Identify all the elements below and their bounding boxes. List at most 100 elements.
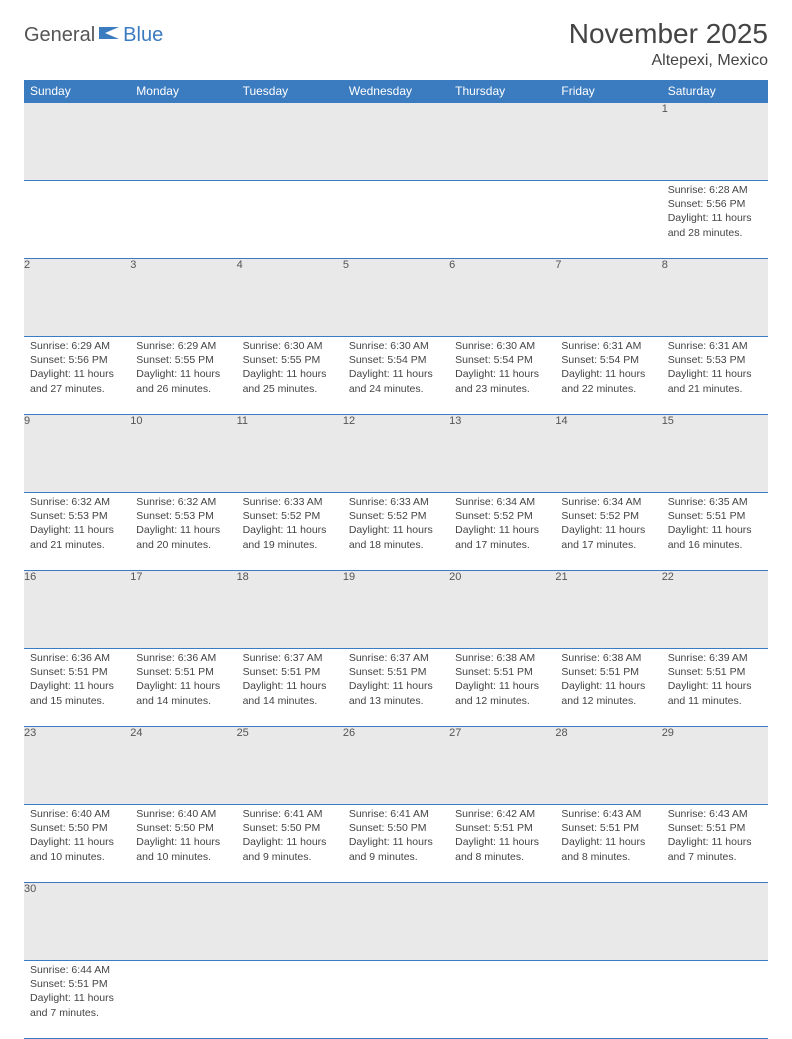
daylight-text: Daylight: 11 hours and 9 minutes. — [243, 835, 337, 863]
day-number-cell: 27 — [449, 727, 555, 805]
day-body-cell: Sunrise: 6:34 AMSunset: 5:52 PMDaylight:… — [449, 493, 555, 571]
weekday-header: Monday — [130, 80, 236, 103]
daylight-text: Daylight: 11 hours and 14 minutes. — [136, 679, 230, 707]
sunrise-text: Sunrise: 6:37 AM — [349, 651, 443, 665]
daylight-text: Daylight: 11 hours and 10 minutes. — [30, 835, 124, 863]
day-body-row: Sunrise: 6:44 AMSunset: 5:51 PMDaylight:… — [24, 961, 768, 1039]
daylight-text: Daylight: 11 hours and 21 minutes. — [668, 367, 762, 395]
sunrise-text: Sunrise: 6:33 AM — [243, 495, 337, 509]
day-body-cell — [343, 961, 449, 1039]
sunrise-text: Sunrise: 6:28 AM — [668, 183, 762, 197]
day-number-row: 2345678 — [24, 259, 768, 337]
weekday-header: Thursday — [449, 80, 555, 103]
sunrise-text: Sunrise: 6:43 AM — [561, 807, 655, 821]
day-body-cell: Sunrise: 6:43 AMSunset: 5:51 PMDaylight:… — [555, 805, 661, 883]
daylight-text: Daylight: 11 hours and 13 minutes. — [349, 679, 443, 707]
day-body-cell: Sunrise: 6:33 AMSunset: 5:52 PMDaylight:… — [343, 493, 449, 571]
day-details: Sunrise: 6:43 AMSunset: 5:51 PMDaylight:… — [555, 805, 661, 868]
sunrise-text: Sunrise: 6:40 AM — [30, 807, 124, 821]
day-number-cell: 2 — [24, 259, 130, 337]
day-number-cell: 20 — [449, 571, 555, 649]
sunset-text: Sunset: 5:51 PM — [30, 977, 124, 991]
sunset-text: Sunset: 5:50 PM — [349, 821, 443, 835]
day-number-cell: 4 — [237, 259, 343, 337]
sunset-text: Sunset: 5:52 PM — [243, 509, 337, 523]
day-body-cell: Sunrise: 6:31 AMSunset: 5:53 PMDaylight:… — [662, 337, 768, 415]
sunrise-text: Sunrise: 6:40 AM — [136, 807, 230, 821]
day-details: Sunrise: 6:42 AMSunset: 5:51 PMDaylight:… — [449, 805, 555, 868]
day-number-cell — [343, 883, 449, 961]
day-body-cell: Sunrise: 6:29 AMSunset: 5:55 PMDaylight:… — [130, 337, 236, 415]
sunset-text: Sunset: 5:55 PM — [243, 353, 337, 367]
day-body-cell: Sunrise: 6:38 AMSunset: 5:51 PMDaylight:… — [449, 649, 555, 727]
daylight-text: Daylight: 11 hours and 17 minutes. — [455, 523, 549, 551]
day-number-cell — [449, 883, 555, 961]
sunset-text: Sunset: 5:53 PM — [30, 509, 124, 523]
day-number-cell — [130, 883, 236, 961]
day-body-cell: Sunrise: 6:35 AMSunset: 5:51 PMDaylight:… — [662, 493, 768, 571]
day-details: Sunrise: 6:33 AMSunset: 5:52 PMDaylight:… — [237, 493, 343, 556]
day-number-row: 9101112131415 — [24, 415, 768, 493]
weekday-header: Saturday — [662, 80, 768, 103]
daylight-text: Daylight: 11 hours and 9 minutes. — [349, 835, 443, 863]
day-details: Sunrise: 6:37 AMSunset: 5:51 PMDaylight:… — [343, 649, 449, 712]
sunrise-text: Sunrise: 6:44 AM — [30, 963, 124, 977]
day-number-cell: 5 — [343, 259, 449, 337]
sunset-text: Sunset: 5:51 PM — [349, 665, 443, 679]
day-body-cell — [555, 181, 661, 259]
day-body-cell: Sunrise: 6:42 AMSunset: 5:51 PMDaylight:… — [449, 805, 555, 883]
day-body-cell: Sunrise: 6:36 AMSunset: 5:51 PMDaylight:… — [130, 649, 236, 727]
sunset-text: Sunset: 5:52 PM — [561, 509, 655, 523]
day-body-row: Sunrise: 6:40 AMSunset: 5:50 PMDaylight:… — [24, 805, 768, 883]
sunset-text: Sunset: 5:51 PM — [455, 665, 549, 679]
sunrise-text: Sunrise: 6:29 AM — [30, 339, 124, 353]
sunrise-text: Sunrise: 6:38 AM — [455, 651, 549, 665]
day-number-cell: 21 — [555, 571, 661, 649]
sunrise-text: Sunrise: 6:33 AM — [349, 495, 443, 509]
sunrise-text: Sunrise: 6:29 AM — [136, 339, 230, 353]
daylight-text: Daylight: 11 hours and 20 minutes. — [136, 523, 230, 551]
day-number-cell: 3 — [130, 259, 236, 337]
day-details: Sunrise: 6:34 AMSunset: 5:52 PMDaylight:… — [555, 493, 661, 556]
day-number-cell: 14 — [555, 415, 661, 493]
daylight-text: Daylight: 11 hours and 14 minutes. — [243, 679, 337, 707]
day-body-cell: Sunrise: 6:32 AMSunset: 5:53 PMDaylight:… — [24, 493, 130, 571]
day-number-cell — [237, 103, 343, 181]
sunrise-text: Sunrise: 6:36 AM — [136, 651, 230, 665]
day-number-cell: 25 — [237, 727, 343, 805]
daylight-text: Daylight: 11 hours and 8 minutes. — [455, 835, 549, 863]
day-details: Sunrise: 6:29 AMSunset: 5:56 PMDaylight:… — [24, 337, 130, 400]
sunrise-text: Sunrise: 6:31 AM — [561, 339, 655, 353]
day-details: Sunrise: 6:36 AMSunset: 5:51 PMDaylight:… — [130, 649, 236, 712]
sunset-text: Sunset: 5:50 PM — [243, 821, 337, 835]
daylight-text: Daylight: 11 hours and 19 minutes. — [243, 523, 337, 551]
day-number-cell: 18 — [237, 571, 343, 649]
day-number-cell: 13 — [449, 415, 555, 493]
day-body-cell — [24, 181, 130, 259]
day-number-row: 16171819202122 — [24, 571, 768, 649]
sunset-text: Sunset: 5:51 PM — [668, 821, 762, 835]
sunrise-text: Sunrise: 6:42 AM — [455, 807, 549, 821]
day-number-cell: 24 — [130, 727, 236, 805]
day-body-cell — [130, 181, 236, 259]
daylight-text: Daylight: 11 hours and 17 minutes. — [561, 523, 655, 551]
day-body-cell: Sunrise: 6:32 AMSunset: 5:53 PMDaylight:… — [130, 493, 236, 571]
sunset-text: Sunset: 5:51 PM — [30, 665, 124, 679]
day-number-cell — [130, 103, 236, 181]
weekday-header: Wednesday — [343, 80, 449, 103]
day-number-cell — [24, 103, 130, 181]
day-body-cell: Sunrise: 6:43 AMSunset: 5:51 PMDaylight:… — [662, 805, 768, 883]
sunset-text: Sunset: 5:53 PM — [668, 353, 762, 367]
day-body-cell — [662, 961, 768, 1039]
daylight-text: Daylight: 11 hours and 24 minutes. — [349, 367, 443, 395]
day-body-cell — [130, 961, 236, 1039]
logo-text-general: General — [24, 24, 95, 47]
day-details: Sunrise: 6:44 AMSunset: 5:51 PMDaylight:… — [24, 961, 130, 1024]
header: General Blue November 2025 Altepexi, Mex… — [24, 18, 768, 70]
day-number-cell — [555, 883, 661, 961]
sunrise-text: Sunrise: 6:41 AM — [243, 807, 337, 821]
day-number-cell: 8 — [662, 259, 768, 337]
sunset-text: Sunset: 5:50 PM — [30, 821, 124, 835]
day-number-cell: 26 — [343, 727, 449, 805]
daylight-text: Daylight: 11 hours and 11 minutes. — [668, 679, 762, 707]
